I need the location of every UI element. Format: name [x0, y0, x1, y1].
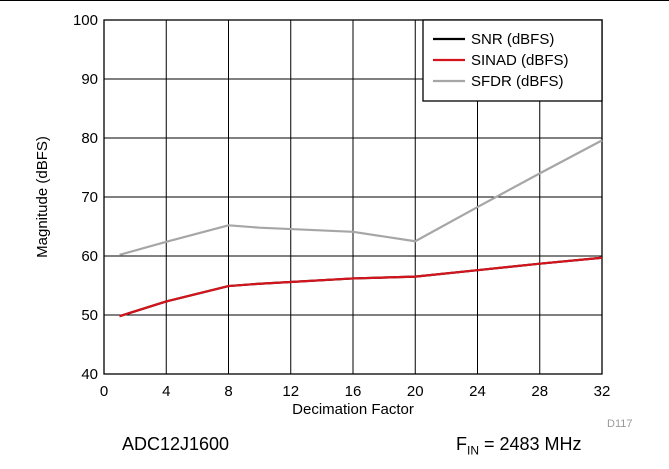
y-tick-label: 100: [73, 12, 98, 29]
fin-subscript: IN: [467, 443, 479, 458]
x-tick-label: 16: [345, 383, 362, 400]
fin-symbol: F: [456, 434, 467, 454]
x-tick-label: 32: [594, 383, 611, 400]
series-lines: [119, 139, 603, 318]
y-tick-label: 60: [81, 248, 98, 265]
y-tick-label: 90: [81, 71, 98, 88]
y-axis-label: Magnitude (dBFS): [34, 136, 51, 258]
fin-value: = 2483 MHz: [479, 434, 582, 454]
series-line-sfdr: [119, 139, 603, 256]
series-line-snr: [119, 256, 603, 318]
y-tick-label: 40: [81, 366, 98, 383]
top-rule: [0, 0, 669, 5]
x-tick-label: 24: [469, 383, 486, 400]
y-tick-label: 70: [81, 189, 98, 206]
legend: SNR (dBFS) SINAD (dBFS) SFDR (dBFS): [422, 19, 603, 102]
x-tick-label: 4: [162, 383, 170, 400]
x-tick-label: 28: [531, 383, 548, 400]
x-axis-label: Decimation Factor: [292, 401, 414, 418]
legend-label: SFDR (dBFS): [471, 73, 564, 90]
input-frequency-caption: FIN = 2483 MHz: [456, 434, 582, 458]
tick-labels: 0 4 8 12 16 20 24 28 32 40 50 60 70 80 90 100: [73, 12, 610, 400]
x-tick-label: 0: [100, 383, 108, 400]
x-tick-label: 20: [407, 383, 424, 400]
x-tick-label: 8: [224, 383, 232, 400]
y-tick-label: 80: [81, 130, 98, 147]
y-tick-label: 50: [81, 307, 98, 324]
x-tick-label: 12: [282, 383, 299, 400]
series-line-sinad: [119, 256, 603, 318]
legend-label: SNR (dBFS): [471, 31, 554, 48]
legend-label: SINAD (dBFS): [471, 52, 569, 69]
chart-id-annotation: D117: [607, 418, 632, 430]
device-caption: ADC12J1600: [122, 434, 230, 454]
